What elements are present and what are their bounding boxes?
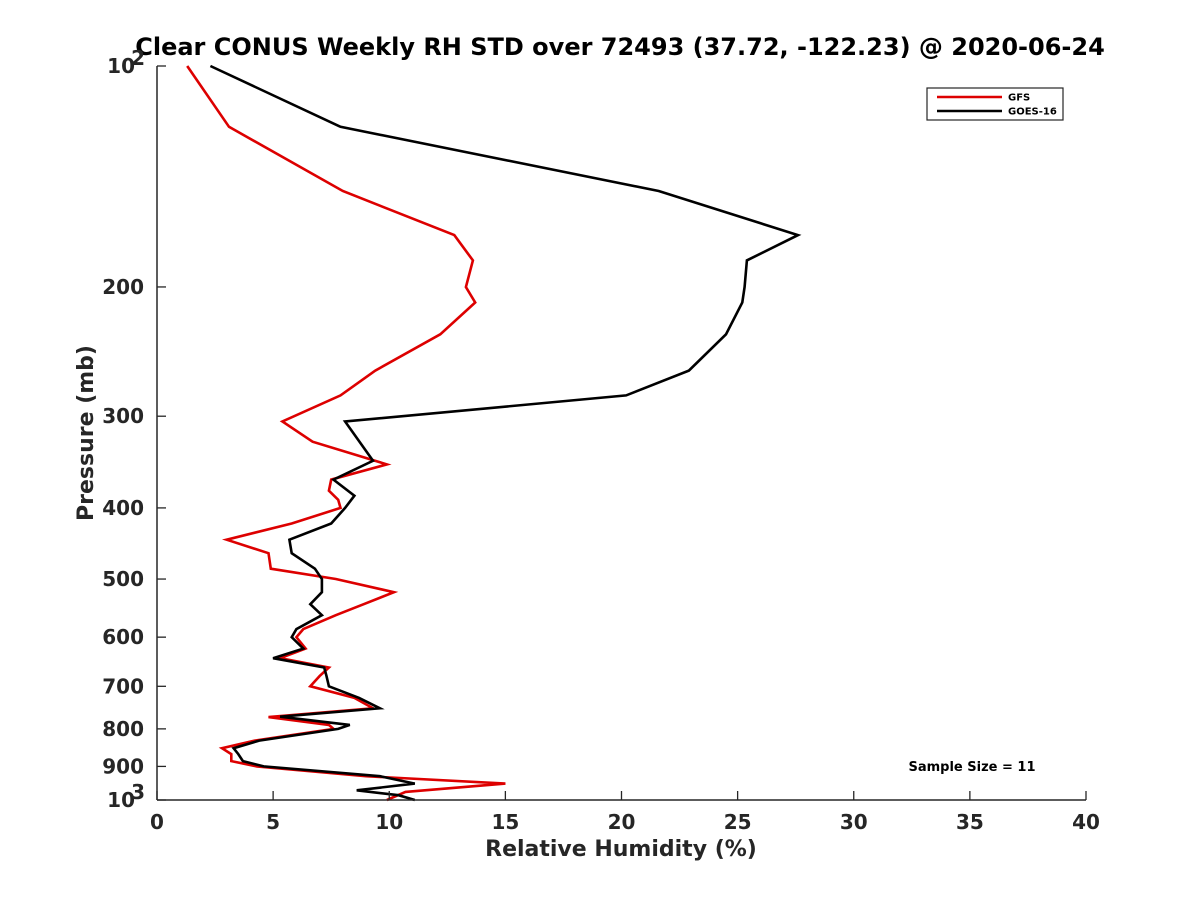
y-tick-label: 800 (102, 717, 144, 741)
plot-area: 0 5 10 15 20 25 30 35 40 10220030040050060070080… (102, 46, 1100, 834)
x-tick-label: 0 (150, 810, 164, 834)
x-tick-label: 20 (608, 810, 636, 834)
legend: GFS GOES-16 (926, 87, 1064, 121)
x-tick-label: 10 (375, 810, 403, 834)
y-tick-label: 600 (102, 625, 144, 649)
y-tick-label: 200 (102, 275, 144, 299)
legend-items: GFS GOES-16 (937, 93, 1057, 118)
y-tick-label: 10 (107, 54, 135, 78)
sample-size-annotation: Sample Size = 11 (908, 760, 1035, 775)
y-tick-label: 400 (102, 496, 144, 520)
legend-label: GFS (1008, 93, 1030, 104)
legend-box (926, 87, 1064, 121)
legend-label: GOES-16 (1008, 107, 1057, 118)
y-axis-label: Pressure (mb) (74, 345, 99, 521)
x-tick-label: 5 (266, 810, 280, 834)
x-tick-label: 35 (956, 810, 984, 834)
x-ticks: 0 5 10 15 20 25 30 35 40 (150, 791, 1100, 834)
y-tick-exponent: 3 (131, 780, 145, 804)
chart-title: Clear CONUS Weekly RH STD over 72493 (37… (135, 33, 1105, 61)
x-axis-label: Relative Humidity (%) (485, 837, 757, 862)
y-tick-label: 900 (102, 754, 144, 778)
series-layer (186, 64, 802, 802)
series-line-gfs (186, 65, 506, 802)
x-tick-label: 40 (1072, 810, 1100, 834)
y-tick-exponent: 2 (131, 46, 145, 70)
plot-background (157, 66, 1086, 800)
y-tick-label: 300 (102, 404, 144, 428)
series-line-goes-16 (209, 64, 802, 802)
y-tick-label: 10 (107, 788, 135, 812)
x-tick-label: 30 (840, 810, 868, 834)
x-tick-label: 25 (724, 810, 752, 834)
y-tick-label: 500 (102, 567, 144, 591)
x-tick-label: 15 (491, 810, 519, 834)
y-tick-label: 700 (102, 674, 144, 698)
